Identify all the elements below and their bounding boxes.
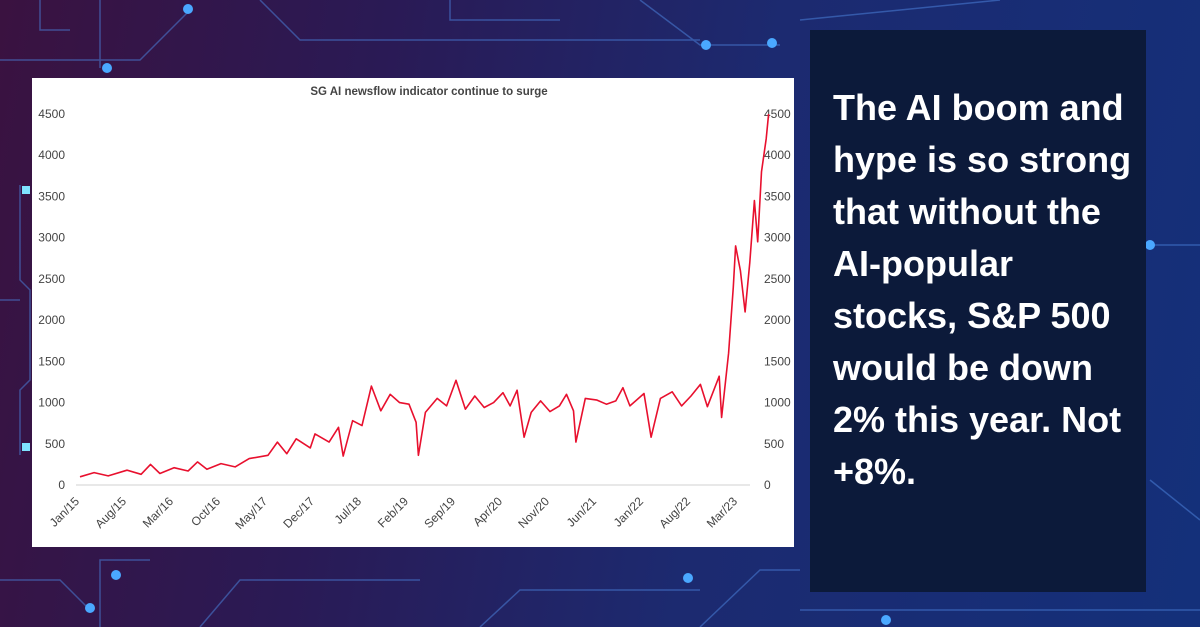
x-tick-label: Sep/19 — [421, 494, 458, 531]
x-tick-label: Apr/20 — [470, 494, 505, 529]
text-panel: The AI boom and hype is so strong that w… — [810, 30, 1146, 592]
x-tick-label: Mar/23 — [704, 494, 741, 531]
y-tick-label-right: 4000 — [764, 148, 791, 162]
panel-text: The AI boom and hype is so strong that w… — [833, 87, 1132, 492]
y-axis-left: 0 500 1000 1500 2000 2500 3000 3500 4000 4500 — [38, 107, 65, 492]
y-tick-label-left: 4000 — [38, 148, 65, 162]
newsflow-chart: SG AI newsflow indicator continue to sur… — [38, 86, 791, 532]
series-line-ai-newsflow — [79, 113, 770, 478]
x-tick-label: May/17 — [232, 494, 270, 532]
x-tick-label: Oct/16 — [188, 494, 223, 529]
y-tick-label-left: 0 — [58, 478, 65, 492]
y-tick-label-right: 500 — [764, 437, 784, 451]
chart-title: SG AI newsflow indicator continue to sur… — [310, 86, 547, 98]
x-tick-label: Jan/15 — [47, 494, 83, 530]
x-tick-label: Jan/22 — [611, 494, 647, 530]
x-axis: Jan/15 Aug/15 Mar/16 Oct/16 May/17 Dec/17 Jul/… — [47, 494, 741, 532]
y-tick-label-left: 500 — [45, 437, 65, 451]
x-tick-label: Aug/15 — [92, 494, 129, 531]
y-axis-right: 0 500 1000 1500 2000 2500 3000 3500 4000 4500 — [764, 107, 791, 492]
x-tick-label: Jul/18 — [332, 494, 365, 527]
y-tick-label-right: 3500 — [764, 189, 791, 203]
y-tick-label-right: 0 — [764, 478, 771, 492]
chart-card: SG AI newsflow indicator continue to sur… — [32, 78, 794, 547]
y-tick-label-right: 2500 — [764, 272, 791, 286]
y-tick-label-right: 4500 — [764, 107, 791, 121]
y-tick-label-right: 1000 — [764, 396, 791, 410]
y-tick-label-right: 2000 — [764, 313, 791, 327]
y-tick-label-right: 3000 — [764, 231, 791, 245]
y-tick-label-left: 1500 — [38, 354, 65, 368]
y-tick-label-left: 3000 — [38, 231, 65, 245]
x-tick-label: Jun/21 — [564, 494, 600, 530]
y-tick-label-left: 1000 — [38, 396, 65, 410]
x-tick-label: Mar/16 — [140, 494, 177, 531]
y-tick-label-left: 4500 — [38, 107, 65, 121]
x-tick-label: Dec/17 — [280, 494, 317, 531]
y-tick-label-left: 2000 — [38, 313, 65, 327]
y-tick-label-left: 2500 — [38, 272, 65, 286]
x-tick-label: Feb/19 — [375, 494, 412, 531]
y-tick-label-left: 3500 — [38, 189, 65, 203]
x-tick-label: Aug/22 — [656, 494, 693, 531]
y-tick-label-right: 1500 — [764, 354, 791, 368]
x-tick-label: Nov/20 — [515, 494, 552, 531]
